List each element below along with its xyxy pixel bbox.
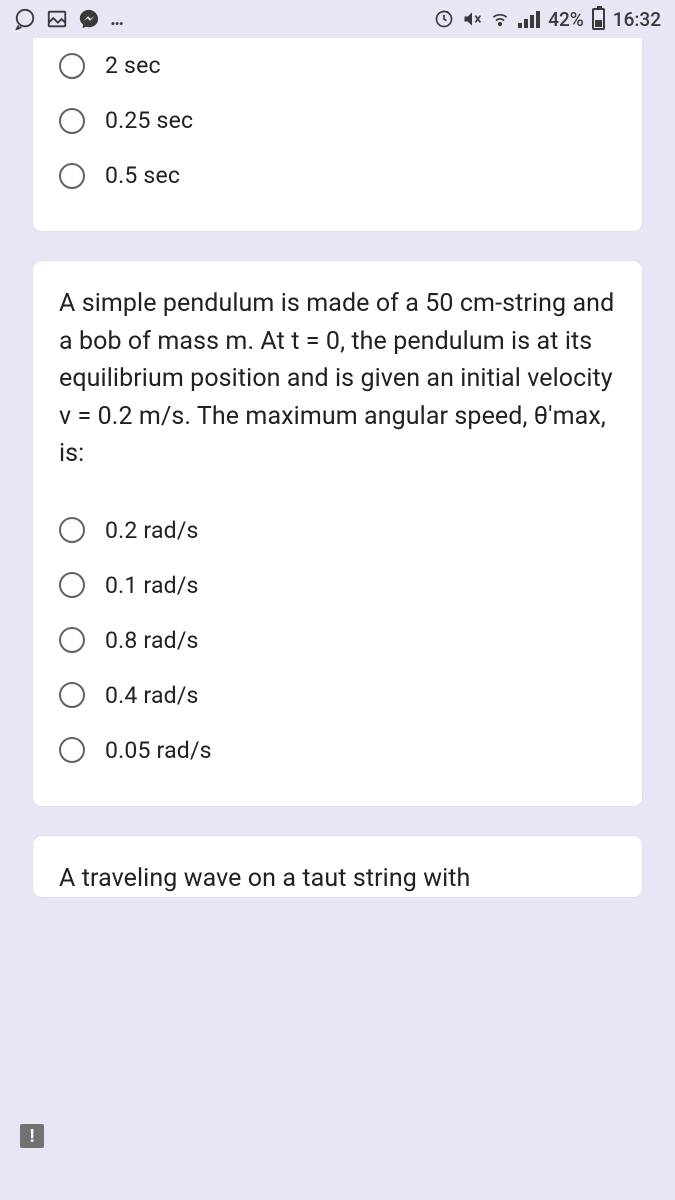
radio-icon bbox=[59, 108, 85, 134]
radio-option[interactable]: 2 sec bbox=[59, 38, 616, 93]
question-card-1: 2 sec 0.25 sec 0.5 sec bbox=[32, 38, 643, 232]
more-icon: ... bbox=[110, 14, 122, 24]
signal-icon bbox=[518, 10, 540, 28]
option-label: 0.05 rad/s bbox=[105, 737, 212, 764]
question-text: A traveling wave on a taut string with bbox=[59, 860, 616, 898]
radio-icon bbox=[59, 163, 85, 189]
radio-icon bbox=[59, 517, 85, 543]
radio-icon bbox=[59, 737, 85, 763]
radio-icon bbox=[59, 627, 85, 653]
option-label: 0.8 rad/s bbox=[105, 627, 199, 654]
radio-option[interactable]: 0.4 rad/s bbox=[59, 668, 616, 723]
option-label: 0.1 rad/s bbox=[105, 572, 199, 599]
option-label: 0.2 rad/s bbox=[105, 517, 199, 544]
question-text: A simple pendulum is made of a 50 cm-str… bbox=[59, 285, 616, 473]
question-card-2: A simple pendulum is made of a 50 cm-str… bbox=[32, 260, 643, 807]
radio-option[interactable]: 0.8 rad/s bbox=[59, 613, 616, 668]
radio-option[interactable]: 0.1 rad/s bbox=[59, 558, 616, 613]
status-bar: ... 42% 16:32 bbox=[0, 0, 675, 38]
option-label: 0.4 rad/s bbox=[105, 682, 199, 709]
battery-percent: 42% bbox=[548, 8, 584, 31]
messenger-icon bbox=[78, 8, 100, 30]
question-card-3: A traveling wave on a taut string with bbox=[32, 835, 643, 899]
radio-option[interactable]: 0.2 rad/s bbox=[59, 503, 616, 558]
sync-icon bbox=[434, 9, 454, 29]
radio-icon bbox=[59, 572, 85, 598]
gallery-icon bbox=[46, 8, 68, 30]
form-scroll[interactable]: 2 sec 0.25 sec 0.5 sec A simple pendulum… bbox=[0, 0, 675, 1200]
option-label: 2 sec bbox=[105, 52, 161, 79]
mute-icon bbox=[462, 9, 482, 29]
whatsapp-icon bbox=[14, 8, 36, 30]
battery-icon bbox=[592, 8, 605, 30]
status-left: ... bbox=[14, 8, 122, 30]
radio-option[interactable]: 0.25 sec bbox=[59, 93, 616, 148]
option-label: 0.25 sec bbox=[105, 107, 193, 134]
status-right: 42% 16:32 bbox=[434, 8, 661, 31]
radio-option[interactable]: 0.5 sec bbox=[59, 148, 616, 203]
clock-time: 16:32 bbox=[613, 8, 661, 31]
radio-icon bbox=[59, 682, 85, 708]
radio-option[interactable]: 0.05 rad/s bbox=[59, 723, 616, 778]
alert-badge[interactable]: ! bbox=[20, 1124, 44, 1148]
radio-icon bbox=[59, 53, 85, 79]
option-label: 0.5 sec bbox=[105, 162, 180, 189]
wifi-icon bbox=[490, 9, 510, 29]
